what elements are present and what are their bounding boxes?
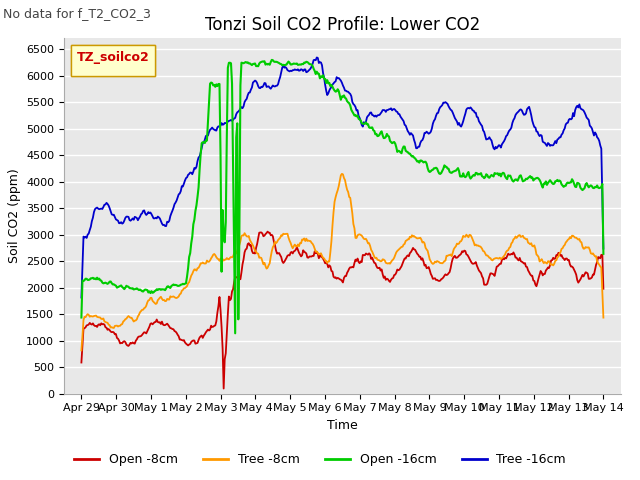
Legend: Open -8cm, Tree -8cm, Open -16cm, Tree -16cm: Open -8cm, Tree -8cm, Open -16cm, Tree -… bbox=[69, 448, 571, 471]
Title: Tonzi Soil CO2 Profile: Lower CO2: Tonzi Soil CO2 Profile: Lower CO2 bbox=[205, 16, 480, 34]
Text: No data for f_T2_CO2_3: No data for f_T2_CO2_3 bbox=[3, 7, 151, 20]
X-axis label: Time: Time bbox=[327, 419, 358, 432]
Legend:  bbox=[71, 45, 155, 76]
Y-axis label: Soil CO2 (ppm): Soil CO2 (ppm) bbox=[8, 168, 20, 264]
